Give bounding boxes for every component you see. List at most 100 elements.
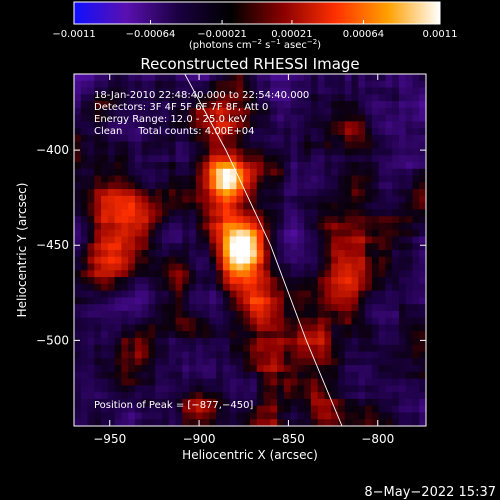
heatmap-cell — [121, 236, 129, 244]
heatmap-cell — [358, 155, 366, 163]
heatmap-cell — [243, 270, 251, 278]
heatmap-cell — [121, 182, 129, 190]
heatmap-cell — [114, 162, 122, 170]
heatmap-cell — [250, 290, 258, 298]
heatmap-cell — [107, 405, 116, 414]
heatmap-cell — [216, 412, 224, 420]
heatmap-cell — [283, 263, 292, 271]
heatmap-cell — [168, 94, 177, 102]
heatmap-cell — [365, 182, 373, 190]
heatmap-cell — [222, 250, 231, 258]
heatmap-cell — [398, 195, 407, 204]
heatmap-cell — [290, 256, 298, 265]
heatmap-cell — [419, 80, 426, 89]
heatmap-cell — [290, 283, 298, 292]
heatmap-cell — [324, 182, 332, 190]
heatmap-cell — [398, 371, 407, 380]
heatmap-cell — [189, 344, 197, 353]
heatmap-cell — [175, 398, 183, 407]
heatmap-cell — [392, 358, 400, 366]
heatmap-cell — [121, 385, 129, 393]
heatmap-cell — [162, 310, 170, 319]
heatmap-cell — [283, 229, 292, 238]
heatmap-cell — [290, 331, 298, 339]
heatmap-cell — [128, 162, 136, 170]
heatmap-cell — [344, 378, 353, 386]
heatmap-cell — [250, 121, 258, 129]
heatmap-cell — [250, 283, 258, 292]
heatmap-cell — [358, 398, 366, 407]
colorbar: −0.0011 −0.00064 −0.00021 0.00021 0.00064 0.0… — [52, 1, 458, 51]
heatmap-cell — [80, 290, 89, 298]
heatmap-cell — [114, 317, 122, 326]
heatmap-cell — [94, 101, 102, 109]
heatmap-cell — [222, 317, 231, 326]
heatmap-cell — [216, 392, 224, 400]
heatmap-cell — [378, 236, 386, 244]
heatmap-cell — [209, 392, 217, 400]
heatmap-cell — [419, 168, 426, 177]
heatmap-cell — [243, 182, 251, 190]
heatmap-cell — [270, 128, 278, 136]
heatmap-cell — [101, 385, 109, 393]
heatmap-cell — [222, 107, 231, 116]
heatmap-cell — [331, 216, 339, 224]
heatmap-cell — [371, 270, 380, 278]
heatmap-cell — [338, 236, 346, 244]
heatmap-cell — [331, 378, 339, 386]
heatmap-cell — [351, 141, 359, 150]
heatmap-cell — [297, 216, 305, 224]
heatmap-cell — [256, 134, 265, 143]
heatmap-cell — [310, 128, 319, 136]
heatmap-cell — [331, 107, 339, 116]
heatmap-cell — [74, 155, 82, 163]
heatmap-cell — [250, 338, 258, 346]
heatmap-cell — [87, 121, 95, 129]
heatmap-cell — [419, 182, 426, 190]
heatmap-cell — [243, 304, 251, 312]
heatmap-cell — [398, 351, 407, 359]
heatmap-cell — [162, 202, 170, 210]
heatmap-cell — [351, 74, 359, 82]
heatmap-cell — [358, 216, 366, 224]
heatmap-cell — [270, 392, 278, 400]
heatmap-cell — [263, 270, 271, 278]
heatmap-cell — [250, 80, 258, 89]
heatmap-cell — [195, 385, 204, 393]
heatmap-cell — [256, 209, 265, 217]
heatmap-cell — [263, 168, 271, 177]
heatmap-cell — [371, 222, 380, 231]
heatmap-cell — [419, 128, 426, 136]
heatmap-cell — [107, 87, 116, 95]
heatmap-cell — [209, 87, 217, 95]
heatmap-cell — [236, 310, 244, 319]
heatmap-cell — [304, 134, 312, 143]
heatmap-cell — [277, 222, 285, 231]
heatmap-cell — [209, 182, 217, 190]
heatmap-cell — [168, 141, 177, 150]
heatmap-cell — [365, 101, 373, 109]
heatmap-cell — [378, 290, 386, 298]
heatmap-cell — [128, 216, 136, 224]
heatmap-cell — [121, 378, 129, 386]
heatmap-cell — [229, 331, 238, 339]
heatmap-cell — [195, 155, 204, 163]
heatmap-cell — [338, 250, 346, 258]
heatmap-cell — [195, 304, 204, 312]
heatmap-cell — [94, 365, 102, 373]
heatmap-cell — [385, 243, 393, 251]
heatmap-cell — [155, 270, 163, 278]
y-tick-label: −450 — [36, 238, 69, 252]
heatmap-cell — [331, 182, 339, 190]
heatmap-cell — [344, 412, 353, 420]
heatmap-cell — [338, 331, 346, 339]
heatmap-cell — [94, 94, 102, 102]
heatmap-cell — [74, 189, 82, 197]
heatmap-cell — [405, 175, 414, 183]
heatmap-cell — [175, 344, 183, 353]
heatmap-cell — [195, 222, 204, 231]
heatmap-cell — [74, 94, 82, 102]
heatmap-cell — [243, 74, 251, 82]
heatmap-cell — [195, 365, 204, 373]
heatmap-cell — [358, 134, 366, 143]
